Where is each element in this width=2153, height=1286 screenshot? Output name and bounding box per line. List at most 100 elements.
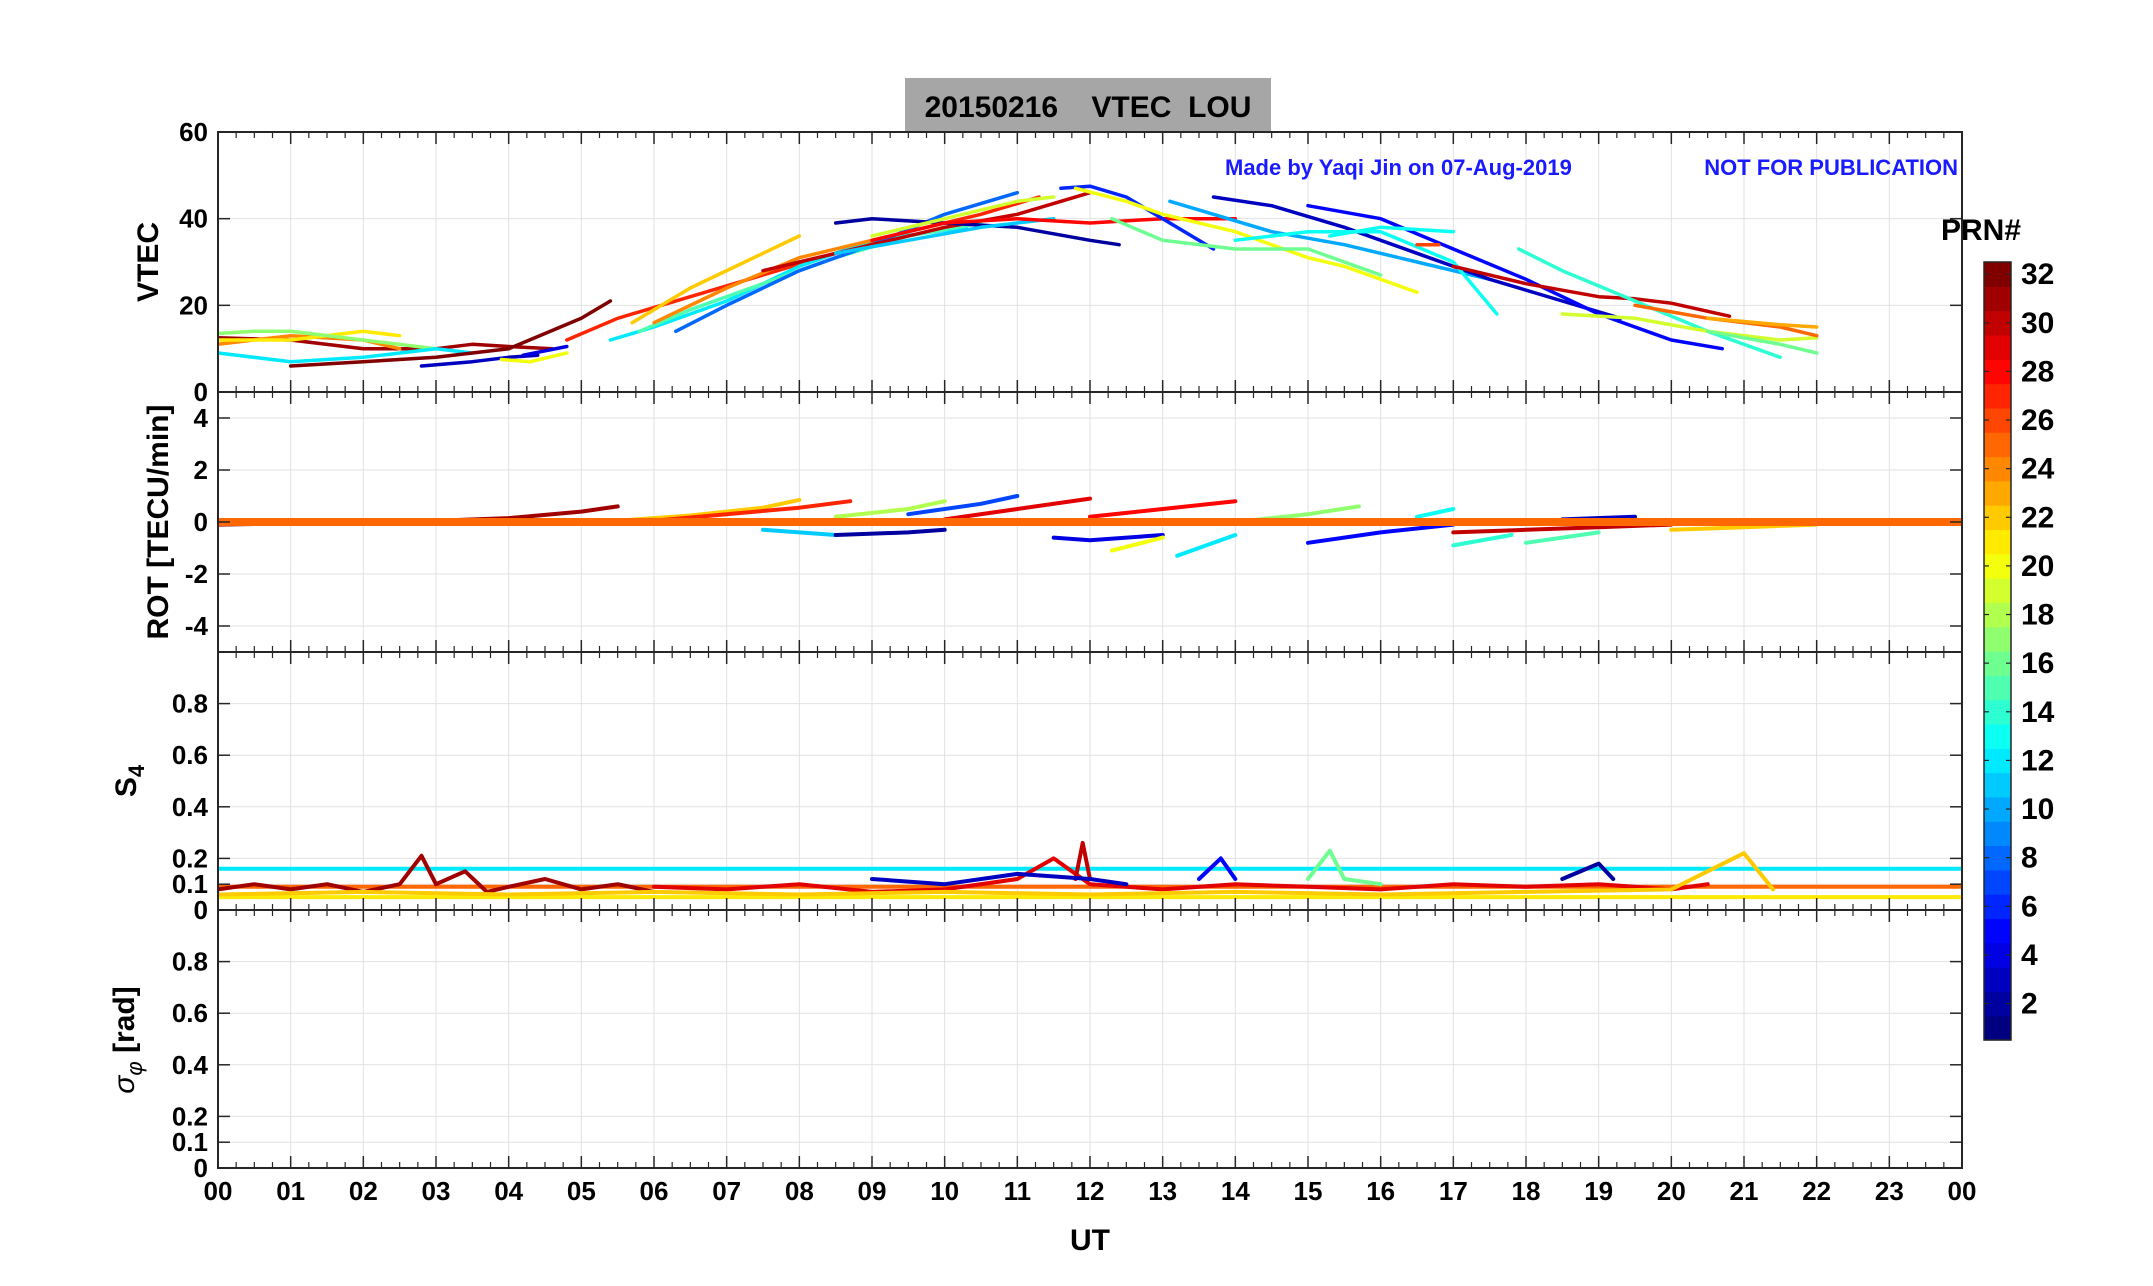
colorbar-label: PRN# bbox=[1941, 214, 2021, 247]
vtec-trace-prn-30 bbox=[1451, 264, 1732, 318]
sigma-phi-ytick-label: 0.2 bbox=[172, 1101, 208, 1131]
chart-title: 20150216 VTEC LOU bbox=[925, 91, 1252, 124]
colorbar-tick-label: 10 bbox=[2021, 793, 2054, 826]
vtec-ytick-label: 20 bbox=[179, 290, 208, 320]
rot-traces bbox=[218, 494, 1962, 558]
colorbar-tick-label: 2 bbox=[2021, 988, 2038, 1021]
rot-trace-prn-5 bbox=[1306, 522, 1456, 545]
colorbar-cell bbox=[1984, 675, 2011, 701]
vtec-trace-prn-11 bbox=[833, 216, 1056, 256]
vtec-trace-prn-4 bbox=[521, 344, 569, 357]
x-tick-label: 14 bbox=[1221, 1176, 1250, 1206]
s4-trace-prn-31 bbox=[218, 853, 656, 894]
vtec-trace-prn-20 bbox=[499, 351, 569, 364]
vtec-trace-prn-19 bbox=[870, 195, 1056, 238]
rot-trace-prn-15 bbox=[1524, 530, 1601, 545]
colorbar-cell bbox=[1984, 529, 2011, 555]
rot-trace-prn-18 bbox=[833, 499, 947, 519]
x-tick-label: 13 bbox=[1148, 1176, 1177, 1206]
x-tick-label: 18 bbox=[1512, 1176, 1541, 1206]
svg-text:S4: S4 bbox=[110, 764, 149, 797]
rot-ylabel: ROT [TECU/min] bbox=[142, 405, 175, 640]
x-tick-label: 05 bbox=[567, 1176, 596, 1206]
colorbar-cell bbox=[1984, 432, 2011, 458]
x-tick-label: 08 bbox=[785, 1176, 814, 1206]
vtec-trace-prn-5 bbox=[1306, 203, 1724, 351]
colorbar-tick-label: 28 bbox=[2021, 355, 2054, 388]
data-traces bbox=[218, 184, 1962, 900]
publication-notice: NOT FOR PUBLICATION bbox=[1704, 155, 1958, 180]
credit-text: Made by Yaqi Jin on 07-Aug-2019 bbox=[1225, 155, 1572, 180]
vtec-trace-prn-32 bbox=[288, 299, 613, 368]
title-box: 20150216 VTEC LOU bbox=[905, 78, 1271, 132]
colorbar-tick-label: 16 bbox=[2021, 647, 2054, 680]
vtec-trace-prn-3 bbox=[1211, 195, 1623, 321]
colorbar-cell bbox=[1984, 821, 2011, 847]
vtec-ytick-label: 40 bbox=[179, 204, 208, 234]
s4-ytick-label: 0.6 bbox=[172, 740, 208, 770]
rot-ytick-label: 4 bbox=[194, 403, 209, 433]
colorbar-tick-label: 20 bbox=[2021, 550, 2054, 583]
x-tick-label: 06 bbox=[640, 1176, 669, 1206]
colorbar-cell bbox=[1984, 869, 2011, 895]
s4-ytick-label: 0.2 bbox=[172, 843, 208, 873]
vtec-ylabel: VTEC bbox=[132, 222, 165, 302]
colorbar-cell bbox=[1984, 918, 2011, 944]
x-tick-label: 22 bbox=[1802, 1176, 1831, 1206]
vtec-trace-prn-14 bbox=[1516, 247, 1783, 360]
s4-trace-prn-16 bbox=[1306, 848, 1383, 887]
colorbar-tick-label: 26 bbox=[2021, 404, 2054, 437]
vtec-trace-prn-23 bbox=[1705, 316, 1819, 329]
colorbar-tick-label: 22 bbox=[2021, 501, 2054, 534]
vtec-trace-prn-17 bbox=[218, 329, 438, 351]
sigma-phi-ytick-label: 0.8 bbox=[172, 947, 208, 977]
vtec-ytick-label: 0 bbox=[194, 377, 208, 407]
x-tick-label: 03 bbox=[422, 1176, 451, 1206]
colorbar-tick-label: 32 bbox=[2021, 258, 2054, 291]
s4-trace-prn-30 bbox=[1073, 840, 1092, 881]
colorbar-tick-label: 30 bbox=[2021, 307, 2054, 340]
rot-ytick-label: 0 bbox=[194, 507, 208, 537]
vtec-trace-prn-10 bbox=[1168, 199, 1492, 282]
s4-ytick-label: 0.1 bbox=[172, 869, 208, 899]
colorbar-cell bbox=[1984, 578, 2011, 603]
sigma-phi-ytick-label: 0.6 bbox=[172, 998, 208, 1028]
colorbar-tick-label: 24 bbox=[2021, 453, 2055, 486]
rot-trace-prn-13 bbox=[1415, 507, 1456, 519]
sigma-phi-ytick-label: 0.1 bbox=[172, 1127, 208, 1157]
svg-text:σφ [rad]: σφ [rad] bbox=[108, 986, 147, 1093]
s4-ytick-label: 0.4 bbox=[172, 792, 209, 822]
x-tick-label: 17 bbox=[1439, 1176, 1468, 1206]
colorbar-cell bbox=[1984, 626, 2011, 652]
s4-ytick-label: 0.8 bbox=[172, 689, 208, 719]
colorbar-tick-label: 4 bbox=[2021, 939, 2038, 972]
rot-trace-prn-27 bbox=[652, 499, 853, 523]
colorbar-cell bbox=[1984, 334, 2011, 360]
colorbar-tick-label: 6 bbox=[2021, 890, 2038, 923]
x-tick-label: 23 bbox=[1875, 1176, 1904, 1206]
rot-trace-prn-28 bbox=[1088, 499, 1238, 519]
x-tick-label: 04 bbox=[494, 1176, 523, 1206]
vtec-trace-prn-30 bbox=[761, 190, 1092, 273]
colorbar-cell bbox=[1984, 480, 2011, 506]
x-tick-label: 21 bbox=[1730, 1176, 1759, 1206]
rot-trace-prn-11 bbox=[761, 527, 838, 537]
rot-trace-prn-29 bbox=[942, 496, 1092, 522]
vtec-traces bbox=[218, 184, 1819, 368]
rot-trace-prn-2 bbox=[833, 527, 947, 537]
x-tick-label: 01 bbox=[276, 1176, 305, 1206]
sigma-phi-ytick-label: 0.4 bbox=[172, 1050, 209, 1080]
colorbar-tick-label: 8 bbox=[2021, 842, 2038, 875]
rot-ytick-label: 2 bbox=[194, 455, 208, 485]
vtec-trace-prn-13 bbox=[1328, 225, 1456, 238]
vtec-trace-prn-12 bbox=[218, 346, 475, 364]
grid-lines bbox=[218, 132, 1962, 1168]
x-tick-label: 12 bbox=[1076, 1176, 1105, 1206]
vtec-trace-prn-2 bbox=[833, 216, 1121, 247]
x-tick-label: 00 bbox=[1948, 1176, 1977, 1206]
colorbar-cell bbox=[1984, 383, 2011, 409]
s4-trace-prn-5 bbox=[1197, 856, 1238, 881]
vtec-ytick-label: 60 bbox=[179, 117, 208, 147]
